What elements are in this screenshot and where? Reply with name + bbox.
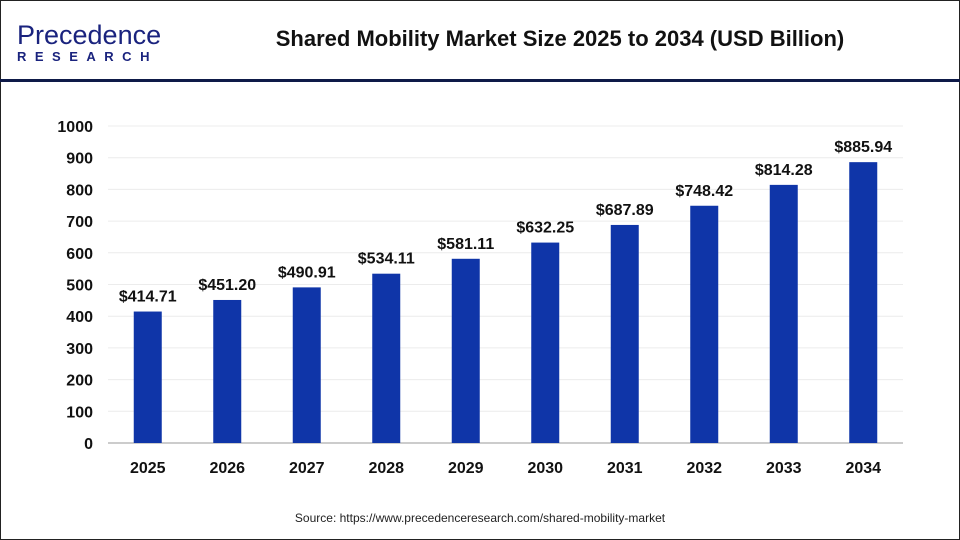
y-tick-label: 300 [66, 341, 93, 358]
data-label: $414.71 [119, 289, 177, 306]
data-label: $451.20 [198, 277, 256, 294]
y-tick-label: 800 [66, 182, 93, 199]
x-tick-label: 2030 [527, 460, 563, 477]
y-tick-label: 100 [66, 404, 93, 421]
y-tick-label: 200 [66, 373, 93, 390]
data-label: $632.25 [516, 220, 574, 237]
logo-line2: RESEARCH [17, 49, 158, 64]
bar-2034 [849, 162, 878, 443]
x-tick-label: 2033 [766, 460, 802, 477]
x-tick-label: 2034 [845, 460, 881, 477]
x-tick-label: 2025 [130, 460, 166, 477]
chart-title: Shared Mobility Market Size 2025 to 2034… [275, 26, 845, 51]
bar-2028 [372, 273, 401, 443]
y-tick-label: 700 [66, 214, 93, 231]
data-label: $534.11 [358, 251, 415, 268]
data-label: $687.89 [596, 202, 654, 219]
bar-2027 [292, 287, 321, 443]
x-tick-label: 2029 [448, 460, 484, 477]
source-note: Source: https://www.precedenceresearch.c… [294, 511, 666, 525]
data-label: $490.91 [278, 264, 336, 281]
bar-2029 [451, 258, 480, 443]
logo-line1: Precedence [17, 20, 162, 50]
y-tick-label: 600 [66, 246, 93, 263]
data-label: $581.11 [437, 236, 494, 253]
y-tick-label: 900 [66, 151, 93, 168]
header-divider [0, 79, 960, 82]
logo: Precedence RESEARCH [17, 22, 161, 65]
data-label: $748.42 [675, 183, 733, 200]
x-tick-label: 2026 [209, 460, 245, 477]
bar-2026 [213, 299, 242, 443]
y-tick-label: 1000 [57, 119, 93, 136]
y-tick-label: 400 [66, 309, 93, 326]
y-tick-label: 500 [66, 278, 93, 295]
bar-2033 [769, 184, 798, 444]
x-tick-label: 2028 [368, 460, 404, 477]
data-label: $814.28 [755, 162, 813, 179]
x-tick-label: 2027 [289, 460, 325, 477]
x-tick-label: 2032 [686, 460, 722, 477]
bar-2031 [610, 224, 639, 443]
x-tick-label: 2031 [607, 460, 643, 477]
y-tick-label: 0 [84, 436, 93, 453]
bar-2030 [531, 242, 560, 443]
bar-2032 [690, 205, 719, 443]
data-label: $885.94 [834, 139, 892, 156]
bar-2025 [133, 311, 162, 443]
